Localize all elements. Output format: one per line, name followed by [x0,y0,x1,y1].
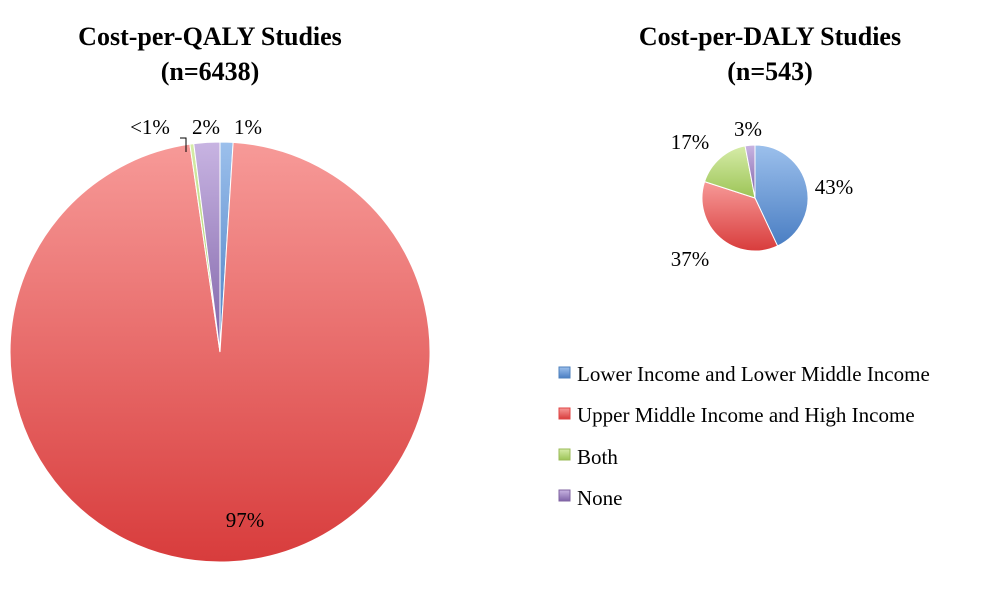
daly-pie: 43% 37% 17% 3% [671,117,854,271]
legend-label-upper: Upper Middle Income and High Income [577,403,915,427]
qaly-pie: 1% 97% <1% 2% [9,115,431,563]
legend-swatch-none [558,489,571,502]
legend-label-lower: Lower Income and Lower Middle Income [577,362,930,386]
daly-slice-lower [754,144,809,247]
legend-label-none: None [577,486,623,510]
legend-swatch-lower [558,366,571,379]
legend-swatch-both [558,448,571,461]
qaly-slice-upper [9,141,431,563]
daly-chart-title: Cost-per-DALY Studies [639,22,901,51]
legend-label-both: Both [577,445,618,469]
qaly-chart-subtitle: (n=6438) [161,57,260,86]
daly-data-label-lower: 43% [815,175,854,199]
legend: Lower Income and Lower Middle Income Upp… [558,362,930,510]
daly-data-label-both: 17% [671,130,710,154]
daly-slice-both [703,145,756,199]
qaly-leader-line-both [180,137,187,152]
qaly-data-label-both: <1% [130,115,170,139]
daly-chart-subtitle: (n=543) [727,57,813,86]
legend-swatch-upper [558,407,571,420]
qaly-data-label-upper: 97% [226,508,265,532]
qaly-slice-none [193,141,221,353]
daly-data-label-none: 3% [734,117,762,141]
daly-slice-upper [701,180,779,252]
qaly-chart-title: Cost-per-QALY Studies [78,22,342,51]
qaly-data-label-lower: 1% [234,115,262,139]
daly-data-label-upper: 37% [671,247,710,271]
daly-slice-none [744,144,756,199]
qaly-data-label-none: 2% [192,115,220,139]
